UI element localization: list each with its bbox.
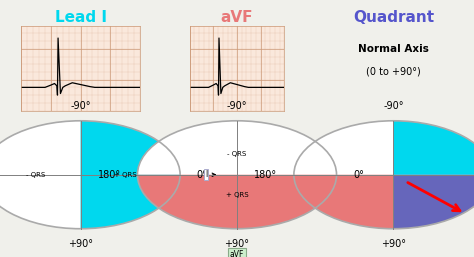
Text: aVF: aVF <box>221 10 253 25</box>
Text: aVF: aVF <box>230 250 244 257</box>
Text: -90°: -90° <box>383 100 404 111</box>
Text: 180°: 180° <box>254 170 277 180</box>
Text: +90°: +90° <box>225 239 249 249</box>
Text: -90°: -90° <box>70 100 91 111</box>
Wedge shape <box>137 121 337 175</box>
Text: Quadrant: Quadrant <box>353 10 434 25</box>
Text: -90°: -90° <box>227 100 247 111</box>
Wedge shape <box>393 121 474 175</box>
Text: - QRS: - QRS <box>228 151 246 157</box>
Wedge shape <box>393 175 474 229</box>
Text: + QRS: + QRS <box>114 172 137 178</box>
Wedge shape <box>81 121 180 229</box>
Text: +90°: +90° <box>381 239 406 249</box>
Text: - QRS: - QRS <box>26 172 46 178</box>
Text: + QRS: + QRS <box>226 192 248 198</box>
Wedge shape <box>294 121 393 175</box>
Text: 0°: 0° <box>197 170 208 180</box>
Wedge shape <box>0 121 81 229</box>
Text: (0 to +90°): (0 to +90°) <box>366 67 421 77</box>
Text: Lead I: Lead I <box>55 10 107 25</box>
Text: 0°: 0° <box>353 170 364 180</box>
Wedge shape <box>137 175 337 229</box>
Wedge shape <box>294 175 393 229</box>
Text: 180°: 180° <box>98 170 121 180</box>
Text: Normal Axis: Normal Axis <box>358 44 429 54</box>
Text: I: I <box>205 170 207 179</box>
Text: +90°: +90° <box>68 239 93 249</box>
